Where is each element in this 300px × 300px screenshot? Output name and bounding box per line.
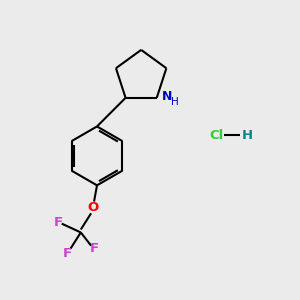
Text: F: F (89, 242, 99, 255)
Text: F: F (54, 216, 63, 229)
Text: F: F (63, 247, 72, 260)
Text: N: N (162, 90, 172, 103)
Text: Cl: Cl (209, 129, 223, 142)
Text: O: O (87, 201, 98, 214)
Text: H: H (242, 129, 253, 142)
Text: H: H (172, 97, 179, 107)
